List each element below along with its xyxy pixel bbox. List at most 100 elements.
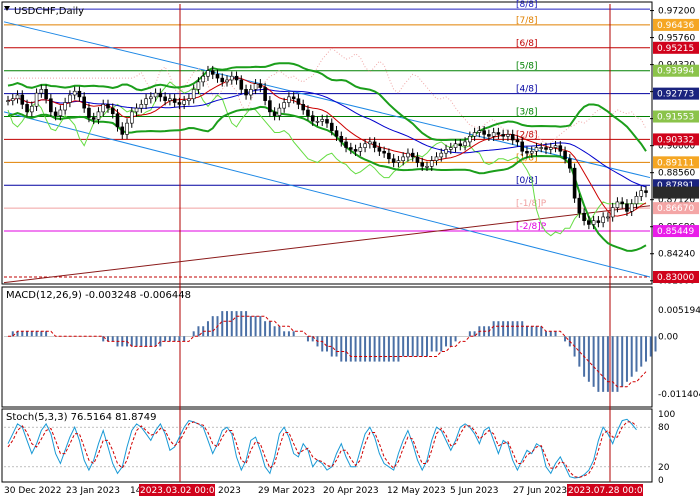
- candle-body: [149, 96, 153, 100]
- candle-body: [358, 147, 363, 152]
- x-cursor-tag: [567, 484, 643, 496]
- candle-body: [425, 165, 429, 168]
- stoch-tick-label: 100: [658, 410, 675, 420]
- x-axis-label: 27 Jun 2023: [513, 486, 567, 496]
- candle-body: [615, 201, 620, 208]
- x-axis-label: 2023: [218, 486, 241, 496]
- candle-body: [429, 160, 434, 167]
- price-tag: [653, 18, 699, 31]
- price-tag: [653, 87, 699, 100]
- candle-body: [196, 81, 201, 90]
- candle-body: [644, 190, 648, 193]
- candle-body: [115, 113, 120, 128]
- candle-body: [587, 220, 591, 225]
- candle-body: [477, 130, 482, 133]
- price-tick-label: 0.97200: [658, 7, 695, 17]
- axis-layer: 0.972000.957600.943200.928800.914400.900…: [4, 7, 700, 496]
- macd-chart-layer: [4, 311, 657, 392]
- candle-body: [158, 92, 163, 98]
- stoch-panel[interactable]: [1, 408, 653, 483]
- candle-body: [372, 141, 377, 148]
- price-tag-label: 0.83000: [657, 273, 694, 283]
- candle-body: [406, 152, 410, 158]
- candle-body: [68, 94, 72, 103]
- candle-body: [191, 89, 196, 100]
- channel-upper: [3, 21, 651, 179]
- candle-body: [529, 150, 534, 154]
- price-tick-label: 0.84240: [658, 250, 695, 260]
- price-tick-label: 0.90000: [658, 142, 695, 152]
- candle-body: [329, 122, 334, 131]
- price-tag: [653, 270, 699, 283]
- candle-body: [44, 89, 48, 100]
- candle-body: [539, 147, 544, 149]
- candle-body: [139, 104, 144, 109]
- collapse-arrow-icon[interactable]: [4, 6, 10, 11]
- candle-body: [391, 158, 396, 163]
- candle-body: [277, 107, 282, 116]
- candle-body: [177, 102, 182, 105]
- candle-body: [629, 203, 634, 212]
- candle-body: [87, 107, 91, 118]
- candle-body: [434, 156, 439, 161]
- candle-body: [210, 70, 215, 75]
- candle-body: [444, 149, 448, 154]
- candle-body: [544, 147, 548, 150]
- candle-body: [344, 141, 348, 148]
- murrey-label: [2/8]: [516, 130, 538, 140]
- candle-body: [291, 96, 296, 100]
- candle-body: [225, 79, 229, 83]
- candle-body: [515, 139, 520, 143]
- candle-body: [634, 196, 639, 205]
- candle-body: [439, 152, 444, 158]
- candle-body: [596, 220, 601, 223]
- murrey-label: [7/8]: [516, 16, 538, 26]
- candle-body: [220, 77, 225, 83]
- candle-body: [91, 117, 96, 120]
- stoch-tick-label: 0: [658, 476, 664, 486]
- price-tag: [653, 225, 699, 238]
- candle-body: [482, 130, 486, 135]
- candle-body: [258, 83, 263, 88]
- trend-line: [3, 205, 651, 284]
- candle-body: [134, 107, 139, 113]
- candle-body: [415, 156, 420, 163]
- price-tick-label: 0.87120: [658, 196, 695, 206]
- candle-body: [601, 216, 605, 223]
- price-tag: [653, 41, 699, 54]
- murrey-label: [5/8]: [516, 62, 538, 72]
- candle-body: [215, 74, 220, 79]
- candle-body: [144, 98, 148, 105]
- x-axis-label: 2023.03.02 00:00: [140, 486, 221, 496]
- candle-body: [510, 134, 515, 141]
- price-tag-label: 0.93994: [657, 67, 694, 77]
- candle-body: [110, 107, 115, 115]
- macd-panel[interactable]: [1, 286, 653, 408]
- candle-body: [6, 100, 10, 102]
- candle-body: [396, 160, 401, 163]
- candle-body: [306, 109, 310, 116]
- candle-body: [325, 119, 329, 124]
- candle-body: [63, 102, 67, 111]
- price-panel[interactable]: [1, 1, 653, 285]
- price-title: USDCHF,Daily: [14, 6, 84, 17]
- candle-body: [301, 104, 305, 111]
- candle-body: [572, 167, 577, 199]
- murrey-label: [3/8]: [516, 108, 538, 118]
- candle-body: [168, 98, 172, 101]
- x-cursor-tag: [139, 484, 215, 496]
- candle-body: [129, 111, 134, 124]
- candle-body: [310, 115, 315, 122]
- candle-body: [315, 120, 320, 123]
- stoch-main-line: [7, 418, 637, 479]
- candle-body: [268, 100, 272, 113]
- candle-body: [296, 98, 301, 105]
- murrey-label: [4/8]: [516, 85, 538, 95]
- murrey-label: [-1/8]P: [516, 199, 547, 209]
- candle-body: [487, 134, 491, 137]
- candle-body: [25, 104, 29, 113]
- candle-body: [53, 111, 58, 116]
- macd-tick-label: -0.011404: [658, 390, 700, 400]
- candle-body: [501, 134, 505, 137]
- candle-body: [534, 147, 539, 152]
